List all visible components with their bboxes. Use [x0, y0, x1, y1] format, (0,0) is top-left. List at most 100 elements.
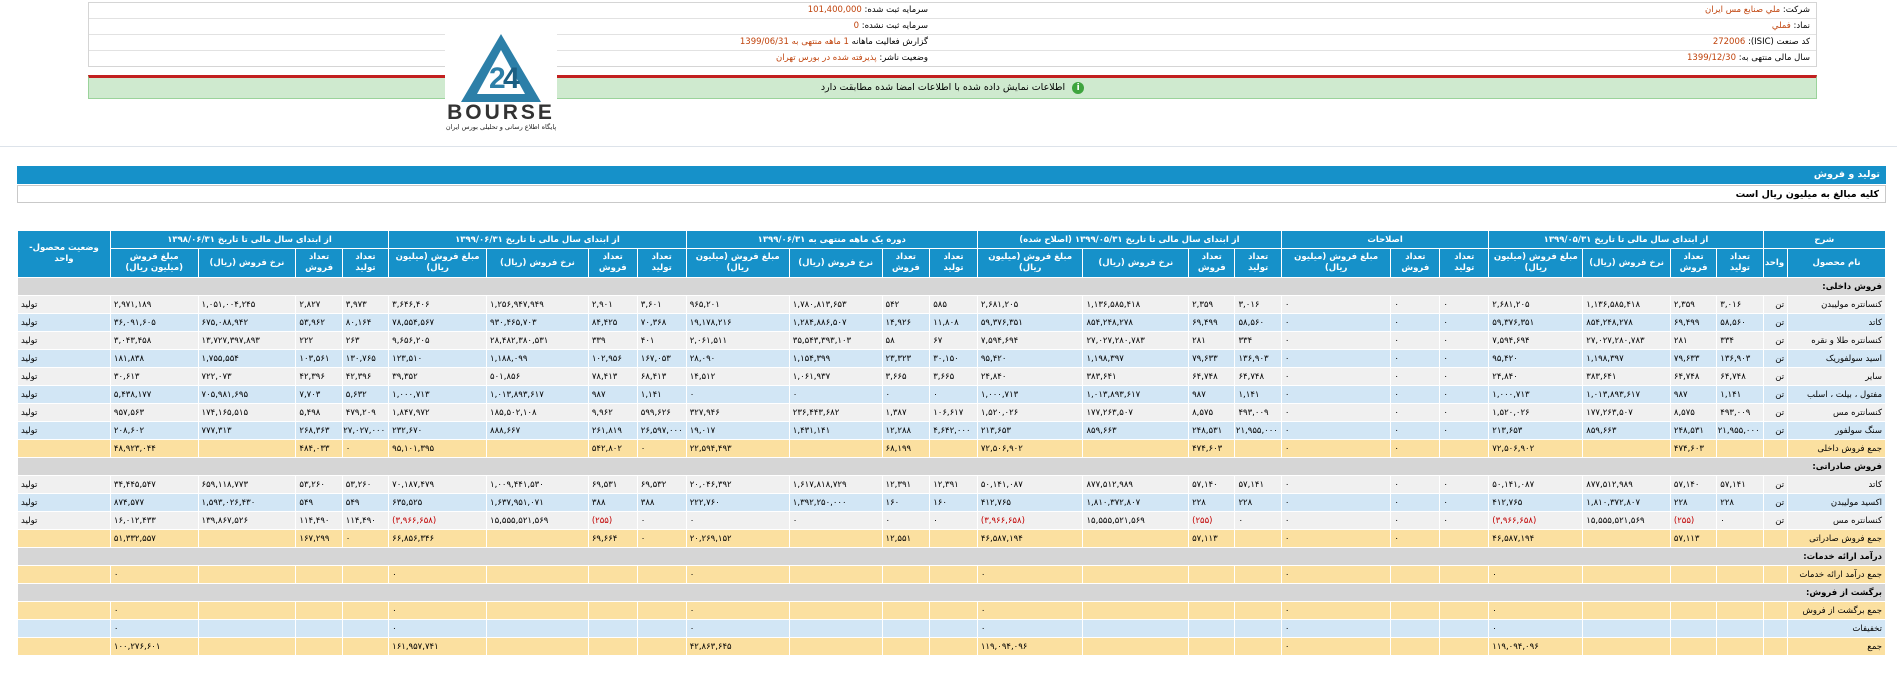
table-cell — [636, 619, 687, 638]
status-cell — [17, 601, 111, 620]
status-cell: تولید — [17, 385, 111, 404]
table-cell — [1669, 637, 1718, 656]
table-cell: ۴۷۴,۶۰۳ — [1669, 439, 1718, 458]
table-cell: ۱۶,۰۱۲,۴۳۳ — [109, 511, 199, 530]
table-cell: ۱,۲۵۶,۹۴۷,۹۴۹ — [486, 295, 589, 314]
table-cell: ۷۰,۱۸۷,۴۷۹ — [388, 475, 488, 494]
table-cell — [197, 565, 297, 584]
table-cell: ۴۸۴,۰۳۳ — [295, 439, 343, 458]
sub-prod: تعداد تولید — [1439, 248, 1490, 278]
group-header: اصلاحات — [1280, 230, 1490, 249]
unit-cell: تن — [1762, 349, 1789, 368]
table-cell: ۱۳۹,۸۶۷,۵۲۶ — [197, 511, 297, 530]
table-cell: ۴۱۲,۷۶۵ — [1488, 493, 1584, 512]
table-cell: ۱۳,۷۲۷,۳۹۷,۸۹۳ — [197, 331, 297, 350]
table-cell: ۰ — [1716, 511, 1764, 530]
table-cell — [788, 529, 883, 548]
table-cell — [929, 565, 978, 584]
table-cell — [1439, 619, 1490, 638]
table-cell: ۰ — [636, 529, 687, 548]
table-cell: ۵۳,۲۶۰ — [341, 475, 390, 494]
table-cell: ۲۴۸,۵۳۱ — [1669, 421, 1718, 440]
table-cell: ۱,۶۳۷,۹۵۱,۰۷۱ — [486, 493, 589, 512]
unit-cell: تن — [1762, 331, 1789, 350]
svg-text:4: 4 — [503, 62, 520, 95]
unit-cell: تن — [1762, 421, 1789, 440]
table-cell: ۱۴,۵۱۲ — [685, 367, 790, 386]
table-cell: ۲۰,۲۶۹,۱۵۲ — [685, 529, 790, 548]
table-cell: ۰ — [341, 529, 390, 548]
company-label: شرکت: — [1782, 5, 1810, 15]
table-cell: ۲۰۸,۶۰۲ — [109, 421, 199, 440]
table-cell: ۲۷,۰۲۷,۲۸۰,۷۸۳ — [1082, 331, 1190, 350]
table-cell: ۰ — [976, 601, 1084, 620]
fiscal-year-value: 1399/12/30 — [1687, 53, 1736, 63]
product-name: کاتد — [1787, 475, 1886, 494]
currency-note-text: کلیه مبالغ به میلیون ریال است — [1735, 189, 1879, 200]
table-cell: ۰ — [1280, 529, 1392, 548]
status-cell: تولید — [17, 493, 111, 512]
table-cell: ۰ — [1439, 367, 1490, 386]
table-cell: (۳,۹۶۶,۶۵۸) — [1488, 511, 1584, 530]
info-row-company: شرکت: ملي صنايع مس ايران سرمایه ثبت شده:… — [89, 3, 1816, 19]
table-cell: ۰ — [1390, 493, 1441, 512]
product-name: کنسانتره مس — [1787, 403, 1886, 422]
table-cell: ۲,۶۸۱,۲۰۵ — [976, 295, 1084, 314]
table-cell: ۳,۰۱۶ — [1716, 295, 1764, 314]
table-cell: ۷,۵۹۴,۶۹۴ — [1488, 331, 1584, 350]
sub-amount: مبلغ فروش (میلیون ریال) — [109, 248, 199, 278]
table-row: تخفیفات ۰ ۰ ۰ ۰ ۰ ۰ — [17, 619, 1886, 638]
table-cell: ۱۷۴,۱۶۵,۵۱۵ — [197, 403, 297, 422]
table-cell: ۰ — [1280, 565, 1392, 584]
table-cell: ۱,۷۸۰,۸۱۳,۶۵۳ — [788, 295, 883, 314]
table-cell: ۱,۱۴۱ — [636, 385, 687, 404]
table-cell: ۵,۶۳۲ — [341, 385, 390, 404]
total-row: جمع درآمد ارائه خدمات ۰ ۰ ۰ ۰ ۰ ۰ — [17, 565, 1886, 584]
table-cell — [1716, 619, 1764, 638]
table-cell: ۵۴۲ — [881, 295, 931, 314]
table-cell: ۹,۶۵۶,۲۰۵ — [388, 331, 488, 350]
table-cell: ۱,۱۴۱ — [1234, 385, 1282, 404]
bourse24-logo[interactable]: 2 4 BOURSE پایگاه اطلاع رسانی و تحلیلی ب… — [445, 30, 557, 135]
table-cell: ۸۸۸,۶۶۷ — [486, 421, 589, 440]
group-header: از ابتدای سال مالی تا تاریخ ۱۳۹۹/۰۵/۳۱ — [1488, 230, 1764, 249]
table-cell: ۹۵۷,۵۶۳ — [109, 403, 199, 422]
table-cell: ۸۷۴,۵۷۷ — [109, 493, 199, 512]
table-cell — [1582, 601, 1671, 620]
table-cell: ۰ — [388, 619, 488, 638]
table-cell: ۲۷,۰۲۷,۰۰۰ — [341, 421, 390, 440]
table-cell: ۲,۳۵۹ — [1188, 295, 1236, 314]
unit-cell: تن — [1762, 475, 1789, 494]
table-cell: ۱,۰۰۰,۷۱۳ — [976, 385, 1084, 404]
sub-amount: مبلغ فروش (میلیون ریال) — [1488, 248, 1584, 278]
table-row: اکسيد موليبدن تن ۲۲۸ ۲۲۸ ۱,۸۱۰,۳۷۲,۸۰۷ ۴۱۲,۷۶… — [17, 493, 1886, 512]
table-cell — [295, 619, 343, 638]
table-cell: ۰ — [388, 601, 488, 620]
table-cell: ۱,۰۱۳,۸۹۳,۶۱۷ — [1082, 385, 1190, 404]
table-cell: ۴۲,۳۹۶ — [341, 367, 390, 386]
table-cell: ۲۲۲,۷۶۰ — [685, 493, 790, 512]
table-cell: ۱۷۷,۲۶۳,۵۰۷ — [1082, 403, 1190, 422]
table-cell: ۶۴,۷۴۸ — [1716, 367, 1764, 386]
table-cell: ۵۷,۱۴۰ — [1188, 475, 1236, 494]
unit-cell: تن — [1762, 295, 1789, 314]
sub-amount: مبلغ فروش (میلیون ریال) — [976, 248, 1084, 278]
table-cell: ۱۳۰,۷۶۵ — [341, 349, 390, 368]
table-cell: ۹۶۵,۲۰۱ — [685, 295, 790, 314]
unit-cell: تن — [1762, 313, 1789, 332]
table-cell — [587, 601, 638, 620]
section-row: برگشت از فروش: — [17, 583, 1886, 602]
table-row: کاتد تن ۵۷,۱۴۱ ۵۷,۱۴۰ ۸۷۷,۵۱۲,۹۸۹ ۵۰,۱۴۱,۰۸۷ ۰… — [17, 475, 1886, 494]
table-cell: ۰ — [1439, 511, 1490, 530]
table-cell: ۰ — [109, 601, 199, 620]
table-cell: ۰ — [685, 565, 790, 584]
col-status: وضعیت محصول-واحد — [17, 230, 111, 278]
table-cell: ۶۷ — [929, 331, 978, 350]
product-name: جمع برگشت از فروش — [1787, 601, 1886, 620]
table-cell — [197, 637, 297, 656]
section-title: فروش صادراتی: — [17, 457, 1886, 476]
table-cell: ۴۷۴,۶۰۳ — [1188, 439, 1236, 458]
table-cell: ۱,۸۱۰,۳۷۲,۸۰۷ — [1082, 493, 1190, 512]
table-cell: ۳,۶۴۶,۴۰۶ — [388, 295, 488, 314]
table-cell — [1582, 565, 1671, 584]
